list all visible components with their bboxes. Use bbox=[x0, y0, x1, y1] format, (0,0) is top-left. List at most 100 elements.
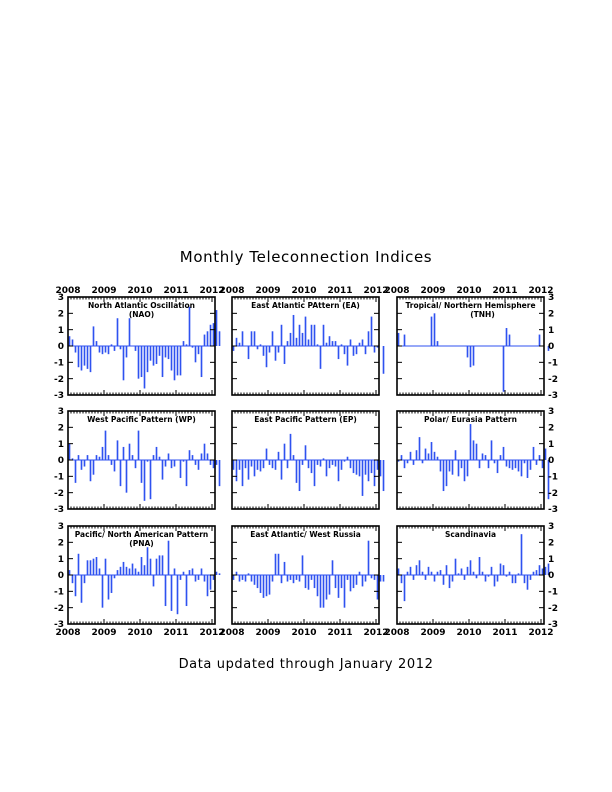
bar bbox=[535, 460, 538, 465]
bar bbox=[307, 575, 310, 590]
bar bbox=[137, 346, 140, 379]
bar bbox=[80, 575, 83, 603]
bar bbox=[250, 460, 253, 467]
bar bbox=[83, 460, 86, 467]
bar bbox=[277, 451, 280, 460]
bar bbox=[505, 460, 508, 467]
y-tick-label: -1 bbox=[54, 588, 64, 598]
bar bbox=[140, 460, 143, 483]
x-tick-label: 2008 bbox=[55, 286, 80, 296]
bar bbox=[307, 339, 310, 346]
bar bbox=[409, 566, 412, 575]
bar bbox=[304, 575, 307, 589]
bar bbox=[137, 571, 140, 575]
x-tick-label: 2008 bbox=[55, 628, 80, 638]
bar bbox=[149, 460, 152, 500]
bar bbox=[203, 334, 206, 346]
bar bbox=[128, 568, 131, 575]
bar bbox=[116, 570, 119, 575]
bar bbox=[400, 575, 403, 584]
bar bbox=[319, 575, 322, 608]
bar bbox=[185, 575, 188, 607]
panel-title: East Pacific Pattern (EP) bbox=[254, 415, 357, 424]
bar bbox=[361, 575, 364, 587]
bar bbox=[259, 575, 262, 593]
bar bbox=[376, 575, 379, 600]
bar bbox=[538, 565, 541, 575]
panel-title-line2: (TNH) bbox=[470, 310, 495, 319]
bar bbox=[502, 446, 505, 460]
bar bbox=[107, 346, 110, 355]
bar bbox=[104, 346, 107, 353]
y-tick-label: 3 bbox=[548, 293, 554, 303]
bar bbox=[113, 575, 116, 579]
bar bbox=[376, 460, 379, 470]
bar bbox=[92, 558, 95, 575]
bar bbox=[149, 558, 152, 575]
bar bbox=[146, 346, 149, 373]
bar bbox=[487, 575, 490, 577]
bar bbox=[439, 570, 442, 575]
bar bbox=[283, 346, 286, 364]
bar bbox=[167, 540, 170, 575]
bar bbox=[298, 575, 301, 582]
panel-title: Polar/ Eurasia Pattern bbox=[424, 415, 517, 424]
bar bbox=[158, 456, 161, 460]
bar bbox=[298, 324, 301, 346]
x-tick-label: 2012 bbox=[528, 628, 553, 638]
bar bbox=[355, 460, 358, 475]
bar bbox=[179, 460, 182, 478]
bar bbox=[116, 440, 119, 460]
bar bbox=[71, 458, 74, 460]
bar bbox=[173, 346, 176, 381]
bar bbox=[268, 346, 271, 353]
bar bbox=[358, 460, 361, 477]
bar bbox=[547, 346, 550, 351]
bar bbox=[173, 568, 176, 575]
bar bbox=[463, 460, 466, 482]
bar bbox=[301, 460, 304, 465]
bar bbox=[122, 346, 125, 381]
bar bbox=[337, 460, 340, 482]
bar bbox=[191, 346, 194, 348]
x-tick-label: 2012 bbox=[199, 628, 224, 638]
bar bbox=[322, 324, 325, 346]
bar bbox=[77, 346, 80, 368]
bar bbox=[280, 575, 283, 584]
bar bbox=[325, 575, 328, 600]
bar bbox=[131, 455, 134, 460]
bar bbox=[238, 575, 241, 582]
bar bbox=[107, 455, 110, 460]
bar bbox=[508, 571, 511, 575]
bar bbox=[110, 575, 113, 593]
bar bbox=[310, 324, 313, 346]
panel-1: 3 2 1 0 -1 -2 -3 2008 2009 2010 2011 2012 North Atla… bbox=[54, 286, 225, 401]
bar bbox=[295, 337, 298, 346]
y-tick-label: 1 bbox=[548, 326, 554, 336]
y-tick-label: -3 bbox=[548, 391, 558, 401]
bar bbox=[122, 561, 125, 575]
bar bbox=[397, 332, 400, 346]
bar bbox=[182, 571, 185, 575]
bar bbox=[289, 575, 292, 580]
bar bbox=[265, 448, 268, 460]
bar bbox=[430, 316, 433, 346]
panel-title: Scandinavia bbox=[445, 530, 496, 539]
bar bbox=[430, 571, 433, 575]
bar bbox=[191, 455, 194, 460]
y-tick-label: 1 bbox=[548, 555, 554, 565]
bar bbox=[83, 346, 86, 366]
y-tick-label: -3 bbox=[548, 620, 558, 630]
bar bbox=[200, 453, 203, 460]
bar bbox=[322, 575, 325, 608]
bar bbox=[110, 344, 113, 346]
bar bbox=[292, 455, 295, 460]
bar bbox=[80, 460, 83, 470]
x-tick-label: 2012 bbox=[199, 286, 224, 296]
bar bbox=[92, 460, 95, 475]
bar bbox=[541, 568, 544, 575]
bar bbox=[301, 555, 304, 575]
bar bbox=[274, 460, 277, 470]
bar bbox=[95, 341, 98, 346]
bar bbox=[427, 566, 430, 575]
